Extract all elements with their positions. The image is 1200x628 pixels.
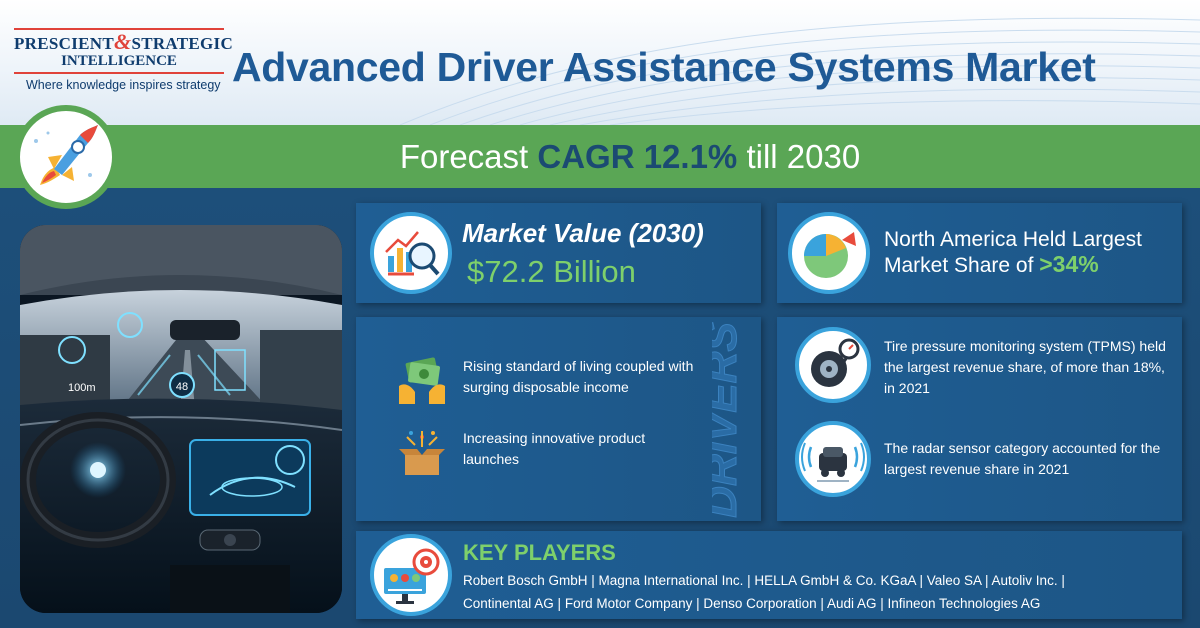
adas-dashboard-photo: 48 100m bbox=[20, 225, 342, 613]
market-value-icon-badge bbox=[370, 212, 452, 294]
hud-speed: 48 bbox=[176, 381, 188, 393]
forecast-text: Forecast CAGR 12.1% till 2030 bbox=[0, 125, 1200, 188]
drivers-card bbox=[356, 317, 761, 521]
header: PRESCIENT&STRATEGIC INTELLIGENCE Where k… bbox=[0, 0, 1200, 125]
hud-distance: 100m bbox=[68, 382, 96, 394]
launch-box-icon bbox=[399, 431, 445, 475]
logo-word-prescient: PRESCIENT bbox=[14, 34, 115, 53]
driver-item-1: Rising standard of living coupled with s… bbox=[463, 358, 694, 395]
radar-icon-badge bbox=[795, 421, 871, 497]
logo: PRESCIENT&STRATEGIC INTELLIGENCE Where k… bbox=[14, 28, 233, 92]
market-chart-magnifier-icon bbox=[385, 231, 440, 276]
logo-word-strategic: STRATEGIC bbox=[131, 34, 234, 53]
page-title: Advanced Driver Assistance Systems Marke… bbox=[232, 44, 1096, 90]
north-america-share: >34% bbox=[1039, 251, 1099, 277]
market-value-amount: $72.2 Billion bbox=[467, 254, 636, 289]
market-value-label: Market Value (2030) bbox=[462, 218, 704, 248]
logo-word-intelligence: INTELLIGENCE bbox=[61, 53, 177, 69]
forecast-suffix: till 2030 bbox=[746, 138, 861, 175]
key-players-icon-badge bbox=[370, 534, 452, 616]
drivers-vertical-text: DRIVERS bbox=[712, 322, 746, 518]
forecast-prefix: Forecast bbox=[399, 138, 529, 175]
tpms-icon-badge bbox=[795, 327, 871, 403]
drivers-vertical-label: DRIVERS bbox=[712, 322, 747, 518]
driver-item-2: Increasing innovative product launches bbox=[463, 430, 646, 467]
logo-tagline: Where knowledge inspires strategy bbox=[26, 78, 221, 92]
logo-rule bbox=[14, 28, 224, 30]
pie-chart-icon bbox=[804, 232, 856, 278]
north-america-line2: Market Share of bbox=[884, 254, 1034, 277]
car-interior-illustration: 48 100m bbox=[20, 225, 342, 613]
logo-rule-bottom bbox=[14, 72, 224, 74]
north-america-text: North America Held Largest Market Share … bbox=[884, 227, 1174, 278]
rocket-badge bbox=[14, 105, 118, 209]
key-players-card bbox=[356, 531, 1182, 619]
segment-item-tpms: Tire pressure monitoring system (TPMS) h… bbox=[884, 338, 1166, 396]
north-america-line1: North America Held Largest bbox=[884, 228, 1142, 251]
key-players-title: KEY PLAYERS bbox=[463, 540, 616, 565]
north-america-icon-badge bbox=[788, 212, 870, 294]
key-players-line1: Robert Bosch GmbH | Magna International … bbox=[463, 573, 1065, 588]
logo-line1: PRESCIENT&STRATEGIC bbox=[14, 31, 233, 53]
logo-ampersand: & bbox=[114, 29, 132, 54]
segment-item-radar: The radar sensor category accounted for … bbox=[884, 440, 1161, 477]
money-hands-icon bbox=[399, 357, 445, 404]
tire-gauge-icon bbox=[811, 338, 860, 387]
key-players-line2: Continental AG | Ford Motor Company | De… bbox=[463, 596, 1041, 611]
rocket-icon bbox=[22, 113, 110, 201]
team-target-icon bbox=[384, 548, 440, 604]
forecast-cagr: CAGR 12.1% bbox=[537, 138, 738, 175]
header-wave-decoration bbox=[399, 17, 1200, 125]
radar-car-icon bbox=[801, 442, 865, 482]
forecast-band bbox=[0, 125, 1200, 188]
